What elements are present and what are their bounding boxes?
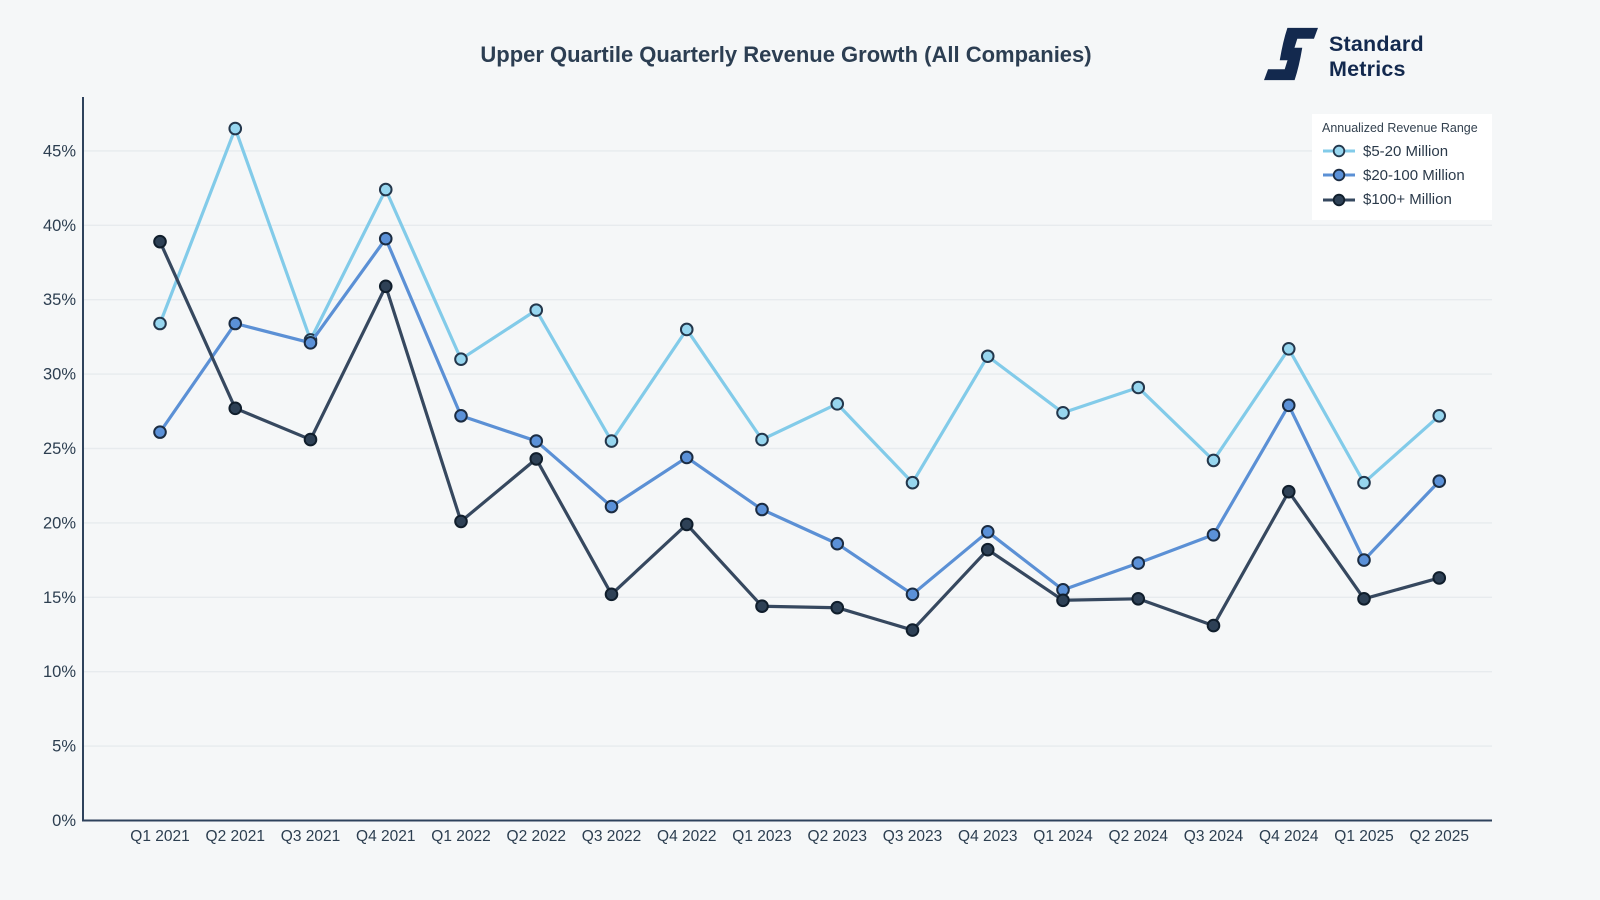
y-axis-tick-label: 30%: [43, 366, 76, 384]
x-axis-tick-label: Q2 2024: [1109, 828, 1169, 845]
data-point[interactable]: [905, 587, 920, 602]
x-axis-tick-label: Q3 2024: [1184, 828, 1244, 845]
data-point[interactable]: [1432, 474, 1447, 489]
data-point[interactable]: [454, 352, 468, 367]
data-point[interactable]: [529, 452, 544, 466]
x-axis-tick-label: Q2 2022: [507, 828, 566, 845]
standard-metrics-logo: Standard Metrics: [1264, 25, 1424, 88]
data-point[interactable]: [303, 432, 318, 447]
y-axis-tick-label: 40%: [43, 217, 76, 235]
data-point[interactable]: [454, 408, 468, 423]
legend-swatch-5-20-million: [1323, 144, 1355, 158]
data-point[interactable]: [1206, 528, 1221, 542]
standard-metrics-logo-icon: [1264, 25, 1318, 88]
x-axis-tick-label: Q2 2025: [1410, 828, 1469, 845]
data-point[interactable]: [529, 303, 544, 317]
data-point[interactable]: [153, 425, 167, 439]
x-axis-tick-label: Q1 2022: [431, 828, 490, 845]
data-point[interactable]: [1056, 593, 1070, 608]
y-axis-tick-label: 45%: [43, 142, 76, 160]
data-point[interactable]: [378, 279, 393, 294]
data-point[interactable]: [228, 316, 243, 331]
data-point[interactable]: [1357, 591, 1371, 606]
series-line--20-100-million: [158, 237, 1441, 596]
data-point[interactable]: [529, 434, 544, 448]
x-axis-tick-label: Q1 2021: [130, 828, 189, 845]
y-axis-tick-label: 25%: [43, 440, 76, 458]
data-point[interactable]: [679, 322, 694, 337]
data-point[interactable]: [905, 475, 920, 490]
data-point[interactable]: [303, 336, 318, 350]
data-point[interactable]: [153, 316, 167, 331]
legend-swatch-20-100-million: [1323, 169, 1355, 182]
y-axis-tick-label: 35%: [43, 291, 76, 309]
data-point[interactable]: [153, 234, 167, 249]
x-axis-tick-label: Q3 2021: [281, 828, 340, 845]
data-point[interactable]: [679, 450, 694, 465]
data-point[interactable]: [830, 536, 845, 551]
data-point[interactable]: [830, 600, 845, 615]
data-point[interactable]: [378, 182, 393, 197]
data-point[interactable]: [1131, 591, 1146, 606]
data-point[interactable]: [1432, 571, 1447, 585]
data-point[interactable]: [228, 401, 243, 416]
data-point[interactable]: [755, 432, 769, 447]
data-point[interactable]: [454, 514, 468, 529]
data-point[interactable]: [830, 397, 845, 411]
data-point[interactable]: [1131, 380, 1146, 395]
data-point[interactable]: [1432, 408, 1447, 423]
data-point[interactable]: [604, 499, 619, 514]
data-point[interactable]: [228, 121, 243, 136]
x-axis-tick-label: Q1 2025: [1334, 828, 1393, 845]
data-point[interactable]: [679, 517, 694, 532]
y-axis-tick-label: 15%: [43, 589, 76, 607]
legend-item-20-100-million[interactable]: $20-100 Million: [1322, 163, 1482, 187]
data-point[interactable]: [1281, 484, 1296, 499]
x-axis-tick-label: Q3 2022: [582, 828, 641, 845]
x-axis-tick-label: Q3 2023: [883, 828, 942, 845]
legend-title: Annualized Revenue Range: [1322, 121, 1478, 135]
x-axis-tick-label: Q4 2024: [1259, 828, 1319, 845]
y-axis-tick-label: 10%: [43, 663, 76, 681]
x-axis-tick-label: Q4 2021: [356, 828, 415, 845]
data-point[interactable]: [604, 434, 619, 448]
x-axis-tick-label: Q4 2023: [958, 828, 1017, 845]
x-axis-tick-label: Q2 2021: [206, 828, 265, 845]
data-point[interactable]: [1281, 342, 1296, 356]
logo-wordmark: Standard Metrics: [1329, 31, 1424, 81]
legend-item-5-20-million[interactable]: $5-20 Million: [1322, 139, 1482, 163]
y-axis-tick-label: 5%: [52, 738, 76, 756]
chart-title: Upper Quartile Quarterly Revenue Growth …: [480, 42, 1092, 67]
data-point[interactable]: [1056, 405, 1070, 420]
data-point[interactable]: [905, 623, 920, 637]
data-point[interactable]: [980, 349, 995, 364]
data-point[interactable]: [980, 542, 995, 557]
data-point[interactable]: [755, 502, 769, 517]
x-axis-tick-label: Q2 2023: [808, 828, 867, 845]
data-point[interactable]: [755, 599, 769, 614]
data-point[interactable]: [1357, 475, 1371, 490]
series-line--100-million: [158, 240, 1441, 632]
data-point[interactable]: [980, 525, 995, 539]
y-axis-tick-label: 20%: [43, 514, 76, 532]
legend: Annualized Revenue Range $5-20 Million $…: [1312, 114, 1492, 220]
legend-item-100-plus-million[interactable]: $100+ Million: [1322, 188, 1482, 212]
data-point[interactable]: [1281, 398, 1296, 413]
data-point[interactable]: [1206, 618, 1221, 633]
x-axis-tick-label: Q1 2023: [732, 828, 791, 845]
data-point[interactable]: [1357, 553, 1371, 567]
data-point[interactable]: [378, 231, 393, 246]
data-point[interactable]: [1131, 556, 1146, 570]
data-point[interactable]: [604, 587, 619, 602]
x-axis-tick-label: Q1 2024: [1033, 828, 1093, 845]
series-line--5-20-million: [158, 126, 1441, 485]
data-point[interactable]: [1206, 453, 1221, 468]
legend-swatch-100-plus-million: [1323, 193, 1355, 207]
y-axis-tick-label: 0%: [52, 812, 76, 830]
x-axis-tick-label: Q4 2022: [657, 828, 716, 845]
